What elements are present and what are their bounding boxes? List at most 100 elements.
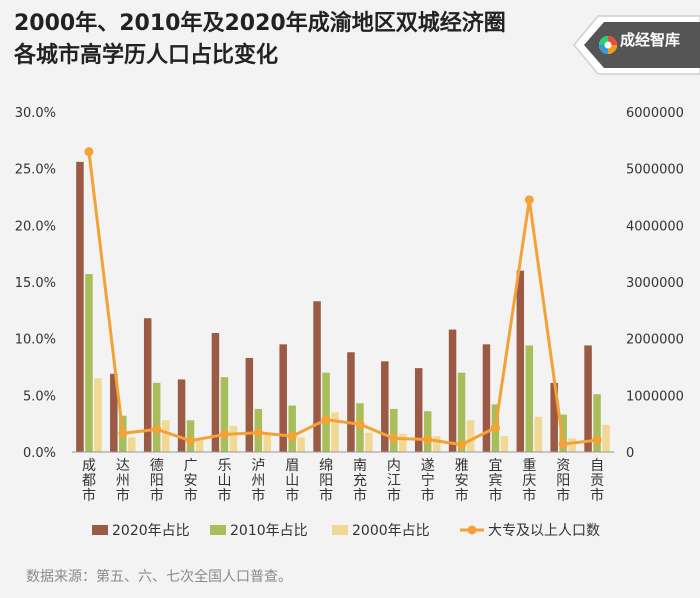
legend-swatch-2010年占比 [210,525,226,535]
category-label: 乐山市 [217,458,231,504]
bar-2000年占比-泸州市 [263,433,272,452]
bar-2020年占比-重庆市 [516,270,525,452]
chart-title: 2000年、2010年及2020年成渝地区双城经济圈 各城市高学历人口占比变化 [14,8,574,72]
left-axis-tick-label: 20.0% [15,219,56,234]
point-大专及以上人口数-宜宾市 [490,423,500,433]
bar-2000年占比-德阳市 [161,420,170,452]
point-大专及以上人口数-重庆市 [524,195,534,205]
bar-2010年占比-绵阳市 [322,372,330,452]
left-axis-tick-label: 25.0% [15,163,56,178]
bar-2010年占比-成都市 [85,274,93,452]
category-label: 绵阳市 [319,457,333,504]
category-label: 雅安市 [455,458,469,504]
bar-2000年占比-绵阳市 [331,412,339,452]
point-大专及以上人口数-达州市 [118,428,128,438]
bar-2000年占比-眉山市 [297,437,305,452]
brand-logo: 成经智库 [572,14,700,76]
logo-badge [573,15,700,75]
category-label: 遂宁市 [421,458,435,504]
category-label: 南充市 [353,458,367,504]
bar-2020年占比-达州市 [110,373,118,452]
bar-2020年占比-南充市 [347,352,355,452]
bar-2020年占比-资阳市 [550,382,558,452]
left-axis-tick-label: 15.0% [15,276,56,291]
point-大专及以上人口数-乐山市 [219,429,229,439]
category-label: 宜宾市 [488,458,502,504]
legend-label: 2000年占比 [352,523,430,539]
point-大专及以上人口数-南充市 [355,419,365,429]
point-大专及以上人口数-德阳市 [152,424,162,434]
category-label: 眉山市 [285,458,299,504]
point-大专及以上人口数-眉山市 [287,431,297,441]
bar-2010年占比-广安市 [186,420,195,452]
legend-marker-大专及以上人口数 [467,525,477,535]
bar-2020年占比-成都市 [76,161,84,452]
point-大专及以上人口数-广安市 [186,436,196,446]
bar-2010年占比-自贡市 [593,394,601,452]
point-大专及以上人口数-自贡市 [592,435,602,445]
point-大专及以上人口数-资阳市 [558,439,568,449]
legend-swatch-2020年占比 [92,525,108,535]
point-大专及以上人口数-泸州市 [253,428,263,438]
right-axis-tick-label: 2000000 [626,333,684,348]
bar-2000年占比-宜宾市 [500,436,509,452]
left-axis-tick-label: 30.0% [15,106,56,121]
bar-2020年占比-内江市 [381,361,389,452]
bar-2000年占比-成都市 [94,378,102,452]
point-大专及以上人口数-遂宁市 [423,435,433,445]
right-axis-tick-label: 0 [626,446,634,461]
line-大专及以上人口数 [87,151,598,447]
bar-2010年占比-眉山市 [288,405,296,452]
category-label: 泸州市 [251,458,265,504]
bar-2000年占比-南充市 [365,432,373,452]
bar-2020年占比-雅安市 [448,329,457,452]
bar-2000年占比-乐山市 [229,425,238,452]
legend-label: 大专及以上人口数 [488,523,600,539]
brand-swirl-icon [599,36,617,54]
right-axis-tick-label: 5000000 [626,163,684,178]
category-label: 自贡市 [590,458,604,504]
bar-2010年占比-遂宁市 [423,411,432,452]
bar-2020年占比-乐山市 [211,333,220,452]
legend-label: 2010年占比 [230,523,308,539]
bar-2020年占比-泸州市 [245,357,254,452]
left-axis-tick-label: 5.0% [23,389,56,404]
bar-2010年占比-内江市 [390,408,398,452]
bar-2020年占比-绵阳市 [313,301,321,452]
point-大专及以上人口数-成都市 [84,147,94,157]
right-axis-tick-label: 4000000 [626,219,684,234]
bar-2000年占比-自贡市 [602,424,610,452]
bar-2010年占比-乐山市 [220,377,229,452]
bar-2020年占比-自贡市 [584,345,592,452]
bar-2010年占比-德阳市 [152,382,161,452]
bar-2020年占比-广安市 [177,379,186,452]
bar-2000年占比-广安市 [195,438,204,452]
point-大专及以上人口数-雅安市 [457,440,467,450]
bar-2000年占比-遂宁市 [432,436,441,452]
bar-2000年占比-内江市 [399,433,407,452]
category-label: 资阳市 [556,458,570,504]
bar-2010年占比-重庆市 [525,345,534,452]
right-axis-tick-label: 1000000 [626,389,684,404]
chart-area: 0.0% 5.0% 10.0% 15.0% 20.0% 25.0% 30.0% 0 100000… [15,106,684,539]
source-note: 数据来源：第五、六、七次全国人口普查。 [26,569,292,585]
bar-2000年占比-达州市 [128,437,136,452]
category-label: 成都市 [82,458,96,504]
right-axis-tick-label: 3000000 [626,276,684,291]
left-axis-tick-label: 0.0% [23,446,56,461]
bar-2000年占比-资阳市 [568,438,576,452]
legend-label: 2020年占比 [112,523,190,539]
title-line-2: 各城市高学历人口占比变化 [14,43,279,68]
bar-2020年占比-宜宾市 [482,344,491,452]
logo-text: 成经智库 [620,31,681,49]
bar-2000年占比-重庆市 [534,416,543,452]
bar-2010年占比-雅安市 [457,372,466,452]
category-label: 内江市 [387,458,401,504]
category-label: 达州市 [116,458,130,504]
point-大专及以上人口数-内江市 [389,433,399,443]
bar-2020年占比-眉山市 [279,344,287,452]
bar-2020年占比-德阳市 [143,318,152,452]
bar-2000年占比-雅安市 [466,420,475,452]
point-大专及以上人口数-绵阳市 [321,415,331,425]
bar-2020年占比-遂宁市 [414,368,423,452]
